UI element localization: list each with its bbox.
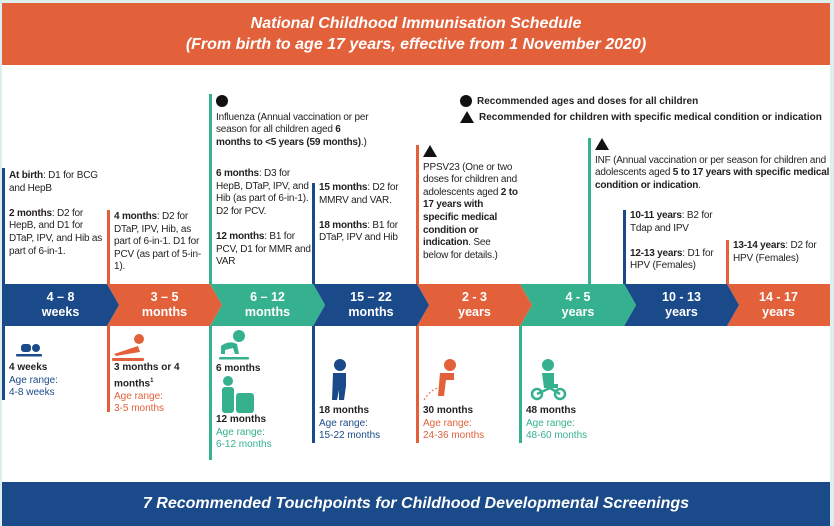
toddler-walking-icon (332, 359, 346, 400)
schedule-10-13-years: 10-11 years: B2 for Tdap and IPV 12-13 ye… (630, 210, 714, 272)
touchpoint-age: 48 months (526, 405, 577, 416)
segment-unit: years (665, 305, 698, 319)
divider (726, 240, 729, 284)
segment-range: 14 - 17 (759, 290, 798, 304)
age-range-value: 48-60 months (526, 430, 588, 442)
divider (2, 168, 5, 284)
timeline-segment: 15 – 22 months (313, 284, 429, 326)
page-subtitle: (From birth to age 17 years, effective f… (185, 36, 647, 53)
segment-unit: months (244, 305, 291, 319)
touchpoint-4-weeks: 4 weeks Age range: 4-8 weeks (4, 362, 58, 400)
circle-icon (460, 95, 472, 107)
divider (623, 210, 626, 284)
segment-range: 15 – 22 (350, 290, 392, 304)
age-range-value: 24-36 months (423, 430, 485, 442)
schedule-4-months: 4 months: D2 for DTaP, IPV, Hib, as part… (114, 211, 201, 273)
baby-tummy-icon (112, 334, 144, 361)
divider (312, 183, 315, 284)
baby-lying-icon (16, 344, 42, 357)
divider (416, 326, 419, 443)
touchpoint-age: 30 months (423, 405, 474, 416)
age-range-label: Age range: (9, 374, 58, 386)
divider (107, 326, 110, 412)
segment-range: 10 - 13 (662, 290, 701, 304)
header-banner: National Childhood Immunisation Schedule… (2, 3, 830, 65)
touchpoint-6-months: 6 months (211, 363, 260, 376)
touchpoint-18-months: 18 months Age range: 15-22 months (314, 405, 380, 443)
age-range-label: Age range: (216, 426, 265, 438)
touchpoint-age: 12 months (216, 414, 267, 425)
legend-specific: Recommended for children with specific m… (460, 111, 822, 123)
touchpoint-age: 4 weeks (9, 362, 48, 373)
age-range-value: 6-12 months (216, 439, 272, 451)
triangle-icon (595, 138, 609, 150)
age-range-label: Age range: (114, 390, 163, 402)
legend-all: Recommended ages and doses for all child… (460, 95, 698, 107)
touchpoint-3-4-months: 3 months or 4 months1 Age range: 3-5 month… (109, 362, 189, 416)
segment-range: 4 – 8 (46, 290, 75, 304)
segment-range: 6 – 12 (250, 290, 285, 304)
triangle-icon (423, 145, 437, 157)
divider (107, 210, 110, 284)
divider (209, 94, 212, 284)
schedule-inf: INF (Annual vaccination or per season fo… (590, 138, 830, 192)
footer-banner: 7 Recommended Touchpoints for Childhood … (2, 482, 830, 526)
touchpoint-30-months: 30 months Age range: 24-36 months (418, 405, 484, 443)
schedule-influenza: Influenza (Annual vaccination or per sea… (211, 95, 371, 149)
child-kicking-icon (423, 359, 456, 401)
timeline-segment: 3 – 5 months (107, 284, 222, 326)
baby-crawling-icon (219, 330, 249, 360)
schedule-ppsv23: PPSV23 (One or two doses for children an… (418, 145, 518, 262)
age-range-label: Age range: (319, 417, 368, 429)
touchpoint-age: 3 months or 4 months (114, 362, 180, 389)
divider (416, 145, 419, 284)
footnote-marker: 1 (150, 377, 154, 384)
touchpoint-48-months: 48 months Age range: 48-60 months (521, 405, 587, 443)
age-range-label: Age range: (526, 417, 575, 429)
age-range-value: 15-22 months (319, 430, 381, 442)
segment-unit: years (458, 305, 491, 319)
timeline-segment: 2 - 3 years (417, 284, 532, 326)
segment-range: 2 - 3 (461, 290, 487, 304)
age-range-label: Age range: (423, 417, 472, 429)
segment-unit: months (141, 305, 188, 319)
touchpoint-age: 6 months (216, 363, 261, 374)
timeline-segment: 10 - 13 years (624, 284, 739, 326)
segment-unit: years (561, 305, 595, 319)
segment-range: 4 - 5 (565, 290, 591, 304)
timeline-segment: 6 – 12 months (210, 284, 325, 326)
timeline-segment: 4 - 5 years (520, 284, 636, 326)
timeline-segment: 14 - 17 years (727, 284, 830, 326)
child-tricycle-icon (530, 359, 567, 401)
segment-unit: weeks (41, 305, 80, 319)
triangle-icon (460, 111, 474, 123)
footer-title: 7 Recommended Touchpoints for Childhood … (142, 495, 690, 512)
toddler-standing-icon (222, 376, 254, 413)
legend-all-text: Recommended ages and doses for all child… (477, 95, 699, 107)
age-range-value: 3-5 months (114, 403, 165, 415)
segment-unit: months (348, 305, 394, 319)
timeline-segment: 4 – 8 weeks (2, 284, 119, 326)
schedule-13-14-years: 13-14 years: D2 for HPV (Females) (733, 240, 817, 264)
touchpoint-12-months: 12 months Age range: 6-12 months (211, 414, 272, 452)
page-title: National Childhood Immunisation Schedule (250, 15, 582, 32)
legend-specific-text: Recommended for children with specific m… (479, 111, 822, 123)
segment-unit: years (762, 305, 795, 319)
divider (519, 326, 522, 443)
age-range-value: 4-8 weeks (9, 387, 55, 399)
divider (2, 326, 5, 400)
schedule-15-18-months: 15 months: D2 for MMRV and VAR. 18 months… (319, 182, 399, 244)
schedule-at-birth: At birth: D1 for BCG and HepB 2 months: D… (9, 170, 103, 257)
divider (588, 138, 591, 284)
segment-range: 3 – 5 (150, 290, 179, 304)
schedule-6-12-months: 6 months: D3 for HepB, DTaP, IPV, and Hi… (216, 168, 311, 268)
circle-icon (216, 95, 228, 107)
divider (312, 326, 315, 443)
touchpoint-age: 18 months (319, 405, 370, 416)
divider (209, 326, 212, 460)
